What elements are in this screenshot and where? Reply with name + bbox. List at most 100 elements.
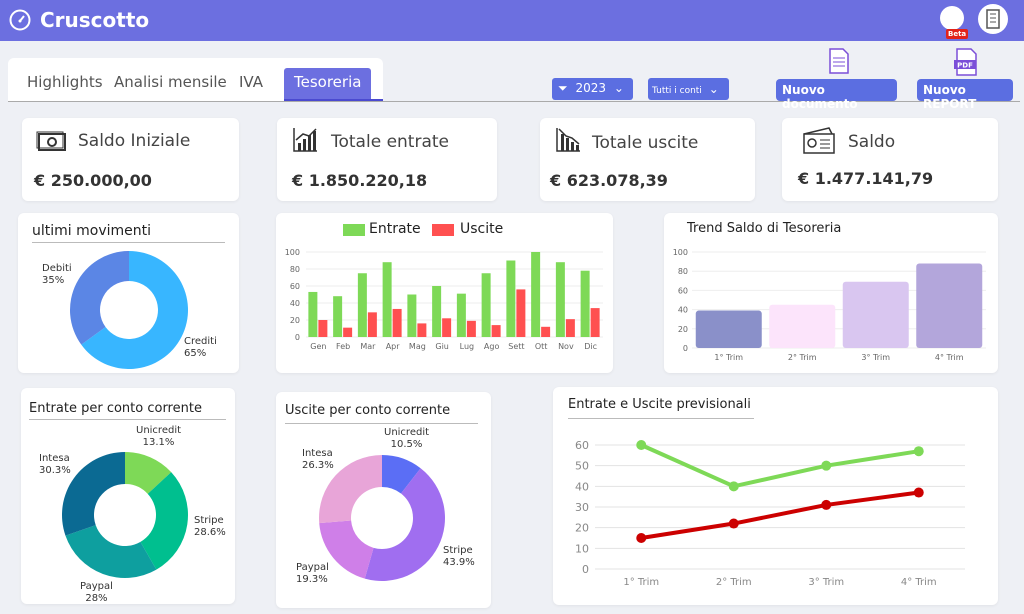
bar-entrate [456,293,466,337]
kpi-label: Saldo [848,132,896,152]
data-point [636,533,647,543]
data-point [913,487,924,498]
card-ultimi-movimenti: ultimi movimenti Debiti 35% Crediti 65% [18,213,239,373]
bar-entrate [481,273,491,337]
bar-entrate [407,294,417,337]
card-entrate-uscite-mensili: Entrate Uscite 0 20 40 60 80 100 Gen Feb Mar Apr M… [276,213,613,373]
card-entrate-conto: Entrate per conto corrente Unicredit 13.1… [21,388,235,604]
kpi-label: Totale uscite [592,133,699,153]
bar-uscite [491,325,501,337]
slice-label-paypal: Paypal 28% [80,581,113,604]
y-tick-label: 60 [290,282,300,291]
x-tick-label: 4° Trim [901,577,937,588]
accounts-filter[interactable]: Tutti i conti ⌄ [648,78,729,100]
data-point [728,481,739,492]
chart-title: ultimi movimenti [32,223,151,239]
bar-entrate [506,260,516,337]
x-tick-label: Dic [584,342,597,351]
title-underline [285,423,478,424]
series-line [640,443,920,489]
data-point [636,440,647,450]
tab-analisi-mensile[interactable]: Analisi mensile [114,73,227,91]
slice-label-debiti: Debiti 35% [42,263,72,286]
gauge-icon [9,9,31,31]
data-point [728,518,739,529]
bar-entrate [432,286,442,337]
bar-uscite [590,308,600,337]
x-tick-label: 3° Trim [861,353,890,362]
slice-label-stripe: Stripe 28.6% [194,515,226,538]
y-tick-label: 0 [683,344,688,353]
bank-card-icon [803,127,835,154]
x-tick-label: Giu [435,342,449,351]
x-tick-label: Lug [460,342,474,351]
donut-chart [319,455,445,581]
title-underline [32,242,225,243]
bar [916,263,983,348]
bar-entrate [333,296,343,337]
slice-label-unicredit: Unicredit 13.1% [136,425,182,448]
legend-swatch-uscite [432,224,454,236]
y-tick-label: 10 [575,542,589,555]
donut-slice-intesa [61,452,125,536]
tab-highlights[interactable]: Highlights [27,73,103,91]
cash-icon [36,131,66,151]
donut-slice-crediti [81,251,188,369]
year-filter[interactable]: ⏷ 2023 ⌄ [552,78,633,100]
bar-uscite [516,289,526,337]
kpi-value: € 250.000,00 [34,171,152,190]
chart-title: Entrate per conto corrente [29,401,202,416]
slice-label-intesa: Intesa 26.3% [302,448,334,471]
kpi-totale-uscite: Totale uscite € 623.078,39 [540,118,755,201]
x-tick-label: 1° Trim [623,577,659,588]
y-tick-label: 20 [678,325,688,334]
tab-tesoreria[interactable]: Tesoreria [284,68,372,99]
new-document-button[interactable]: Nuovo documento [776,79,897,111]
tab-iva[interactable]: IVA [239,73,263,91]
bar-entrate [531,252,541,337]
y-tick-label: 60 [575,439,589,452]
x-tick-label: Sett [508,342,524,351]
beta-button[interactable]: Beta [940,6,969,39]
slice-label-paypal: Paypal 19.3% [296,562,329,585]
bar-uscite [417,323,427,337]
y-tick-label: 100 [673,248,688,257]
bar-uscite [541,326,551,337]
bar-chart: 0 20 40 60 80 100 Gen Feb Mar Apr Mag Giu Lug Ago Sett… [285,248,603,351]
pdf-icon: PDF [954,48,977,76]
bar-uscite [466,320,476,337]
legend-label-uscite: Uscite [460,221,504,237]
pdf-label: PDF [957,62,973,70]
accounts-value: Tutti i conti [652,86,702,96]
data-point [821,460,832,471]
donut-slice-paypal [65,525,157,578]
y-tick-label: 40 [575,480,589,493]
data-point [821,499,832,510]
bar-uscite [392,308,402,337]
card-trend-saldo: Trend Saldo di Tesoreria 0 20 40 60 80 100 1° … [664,213,998,373]
kpi-value: € 623.078,39 [550,171,668,190]
kpi-saldo-iniziale: Saldo Iniziale € 250.000,00 [22,118,239,201]
bar [769,304,836,348]
chart-down-icon [556,128,580,152]
x-tick-label: 2° Trim [788,353,817,362]
x-tick-label: 4° Trim [935,353,964,362]
new-report-button[interactable]: Nuovo REPORT [917,79,1013,111]
donut-chart [61,452,189,578]
donut-slice-intesa [319,455,382,524]
donut-chart [69,251,188,369]
divider [8,101,1020,102]
bar-chart: 0 20 40 60 80 100 1° Trim 2° Trim 3° Trim 4° Trim [673,248,986,362]
y-tick-label: 30 [575,501,589,514]
x-tick-label: Apr [386,342,401,351]
x-tick-label: Feb [336,342,350,351]
legend-swatch-entrate [343,224,365,236]
chat-icon [940,6,964,30]
y-tick-label: 100 [285,248,300,257]
x-tick-label: Mar [360,342,376,351]
bar-entrate [580,270,590,337]
title-underline [29,419,226,420]
building-icon[interactable] [978,4,1008,34]
year-value: 2023 [575,81,606,95]
line-chart: 0 10 20 30 40 50 60 1° Trim 2° Trim 3° Trim 4° Tri… [575,439,965,588]
